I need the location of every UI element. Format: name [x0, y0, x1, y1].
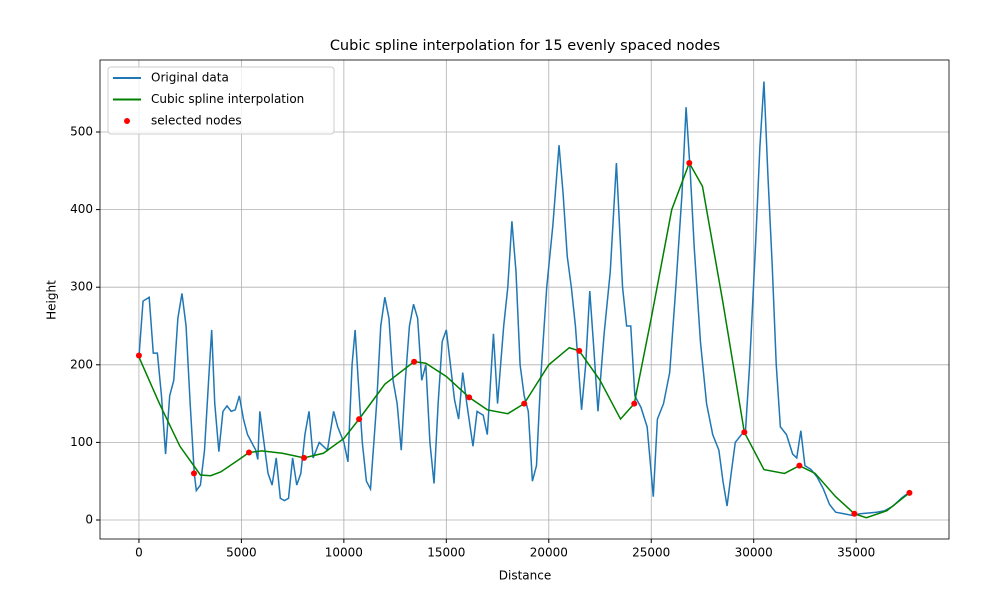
data-point: [190, 470, 197, 477]
y-tick-label: 300: [70, 280, 93, 294]
data-point: [686, 160, 693, 167]
y-axis-label: Height: [45, 280, 59, 320]
legend-marker: [124, 118, 130, 124]
data-point: [796, 462, 803, 469]
x-tick-label: 35000: [837, 546, 875, 560]
data-point: [246, 449, 253, 456]
data-point: [741, 429, 748, 436]
data-point: [411, 358, 418, 365]
data-point: [466, 394, 473, 401]
y-tick-label: 200: [70, 357, 93, 371]
x-tick-label: 15000: [427, 546, 465, 560]
data-point: [356, 416, 363, 423]
x-tick-label: 25000: [632, 546, 670, 560]
x-tick-label: 10000: [325, 546, 363, 560]
x-tick-label: 30000: [735, 546, 773, 560]
y-tick-label: 400: [70, 202, 93, 216]
data-point: [576, 347, 583, 354]
legend-label: selected nodes: [151, 114, 242, 128]
legend-box: [107, 66, 335, 135]
data-point: [851, 510, 858, 517]
x-tick-label: 20000: [530, 546, 568, 560]
data-point: [135, 352, 142, 359]
y-tick-label: 500: [70, 125, 93, 139]
data-point: [906, 489, 913, 496]
x-tick-label: 0: [135, 546, 143, 560]
data-point: [521, 400, 528, 407]
legend-label: Cubic spline interpolation: [151, 92, 304, 106]
x-tick-label: 5000: [226, 546, 257, 560]
y-tick-label: 100: [70, 435, 93, 449]
data-line: [138, 81, 910, 517]
plot-frame: [99, 59, 950, 540]
y-tick-label: 0: [85, 512, 93, 526]
legend-label: Original data: [151, 71, 229, 85]
chart-title: Cubic spline interpolation for 15 evenly…: [330, 38, 720, 54]
x-axis-label: Distance: [499, 569, 551, 583]
data-point: [631, 400, 638, 407]
data-point: [301, 454, 308, 461]
